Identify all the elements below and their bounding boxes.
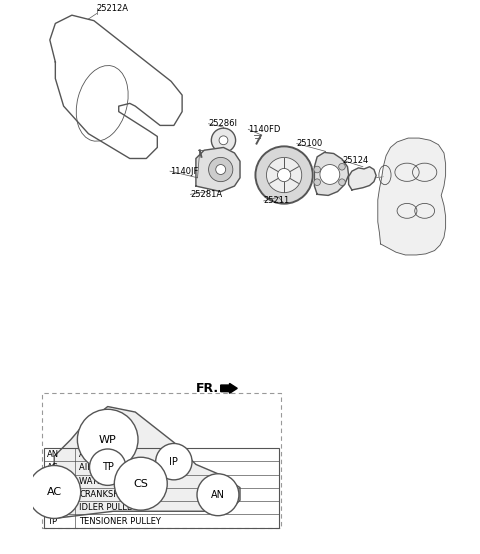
Text: IDLER PULLEY: IDLER PULLEY — [79, 504, 137, 512]
Circle shape — [320, 165, 340, 184]
Circle shape — [77, 409, 138, 470]
Bar — [42, 393, 281, 528]
Text: TENSIONER PULLEY: TENSIONER PULLEY — [79, 517, 161, 526]
Text: CS: CS — [133, 479, 148, 489]
Text: CRANKSHAFT: CRANKSHAFT — [79, 490, 135, 499]
Circle shape — [114, 457, 167, 510]
Text: AIR CON COMPRESSOR: AIR CON COMPRESSOR — [79, 463, 176, 473]
FancyArrow shape — [221, 383, 237, 393]
Polygon shape — [348, 167, 376, 190]
Circle shape — [216, 165, 226, 175]
Circle shape — [197, 474, 239, 516]
Text: CS: CS — [47, 490, 58, 499]
Text: 1140FD: 1140FD — [248, 125, 281, 134]
Circle shape — [255, 146, 313, 204]
Text: WP: WP — [99, 434, 117, 445]
Bar — [44, 448, 278, 528]
Circle shape — [89, 449, 126, 485]
Text: AN: AN — [211, 490, 225, 500]
Text: FR.: FR. — [196, 382, 219, 395]
Text: IP: IP — [47, 504, 55, 512]
Circle shape — [266, 157, 302, 193]
Text: 25100: 25100 — [297, 139, 323, 148]
Circle shape — [219, 136, 228, 145]
Text: 25211: 25211 — [264, 197, 290, 206]
Polygon shape — [44, 407, 240, 519]
Circle shape — [156, 443, 192, 480]
Polygon shape — [378, 138, 445, 255]
Text: 25124: 25124 — [342, 156, 368, 165]
Text: 1140JF: 1140JF — [170, 167, 198, 176]
Text: AC: AC — [47, 463, 59, 473]
Polygon shape — [314, 152, 348, 196]
Text: ALTERNATOR: ALTERNATOR — [79, 450, 133, 459]
Text: 25281A: 25281A — [191, 190, 223, 199]
Polygon shape — [196, 147, 240, 192]
Text: AN: AN — [47, 450, 59, 459]
Circle shape — [28, 465, 81, 519]
Circle shape — [209, 157, 233, 182]
Text: WP: WP — [47, 476, 60, 486]
Text: TP: TP — [102, 462, 114, 472]
Circle shape — [314, 166, 321, 173]
Text: 25286I: 25286I — [209, 119, 238, 129]
Circle shape — [314, 179, 321, 186]
Text: TP: TP — [47, 517, 57, 526]
Circle shape — [339, 163, 345, 170]
Text: 25212A: 25212A — [96, 3, 129, 13]
Circle shape — [277, 168, 291, 182]
Circle shape — [339, 179, 345, 186]
Circle shape — [211, 128, 236, 152]
Text: IP: IP — [169, 456, 178, 466]
Text: WATER PUMP: WATER PUMP — [79, 476, 134, 486]
Text: AC: AC — [47, 487, 62, 497]
